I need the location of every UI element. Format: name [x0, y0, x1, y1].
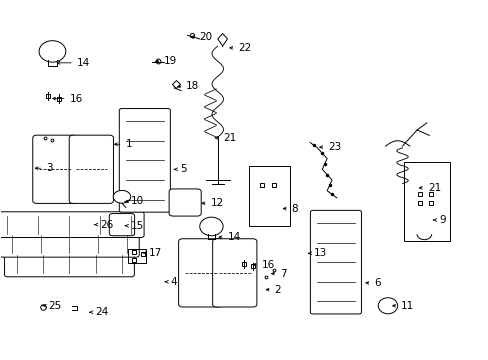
Text: 2: 2 — [265, 285, 281, 295]
FancyBboxPatch shape — [33, 135, 77, 203]
Text: 19: 19 — [156, 57, 177, 66]
Text: 21: 21 — [419, 183, 440, 193]
FancyBboxPatch shape — [403, 162, 449, 241]
Text: 6: 6 — [365, 278, 380, 288]
FancyBboxPatch shape — [178, 239, 223, 307]
Text: 11: 11 — [392, 301, 413, 311]
FancyBboxPatch shape — [4, 251, 134, 277]
FancyBboxPatch shape — [310, 210, 361, 314]
Text: 13: 13 — [308, 248, 326, 258]
Text: 17: 17 — [143, 248, 162, 258]
FancyBboxPatch shape — [169, 189, 201, 216]
Text: 14: 14 — [57, 58, 90, 68]
Text: 3: 3 — [35, 163, 53, 173]
Text: 12: 12 — [202, 198, 223, 208]
FancyBboxPatch shape — [119, 109, 170, 212]
Text: 5: 5 — [174, 164, 186, 174]
Text: 18: 18 — [177, 81, 199, 91]
Circle shape — [113, 190, 130, 203]
Text: 22: 22 — [229, 43, 251, 53]
Text: 23: 23 — [319, 142, 341, 152]
FancyBboxPatch shape — [0, 231, 139, 257]
Text: 1: 1 — [114, 139, 132, 149]
Text: 20: 20 — [190, 32, 212, 42]
FancyBboxPatch shape — [109, 213, 134, 236]
Text: 10: 10 — [125, 197, 143, 206]
FancyBboxPatch shape — [0, 212, 144, 238]
Text: 9: 9 — [432, 215, 445, 225]
Text: 7: 7 — [271, 269, 286, 279]
Text: 16: 16 — [253, 260, 274, 270]
Ellipse shape — [377, 298, 397, 314]
FancyBboxPatch shape — [212, 239, 256, 307]
Text: 24: 24 — [89, 307, 108, 317]
FancyBboxPatch shape — [248, 166, 290, 226]
Ellipse shape — [39, 41, 66, 62]
Text: 14: 14 — [219, 232, 240, 242]
Text: 8: 8 — [283, 203, 298, 213]
Text: 25: 25 — [43, 301, 61, 311]
Text: 26: 26 — [94, 220, 113, 230]
Text: 21: 21 — [215, 133, 236, 143]
Ellipse shape — [200, 217, 223, 236]
FancyBboxPatch shape — [69, 135, 113, 203]
Text: 4: 4 — [164, 277, 177, 287]
Text: 16: 16 — [53, 94, 82, 104]
Text: 15: 15 — [125, 221, 143, 231]
